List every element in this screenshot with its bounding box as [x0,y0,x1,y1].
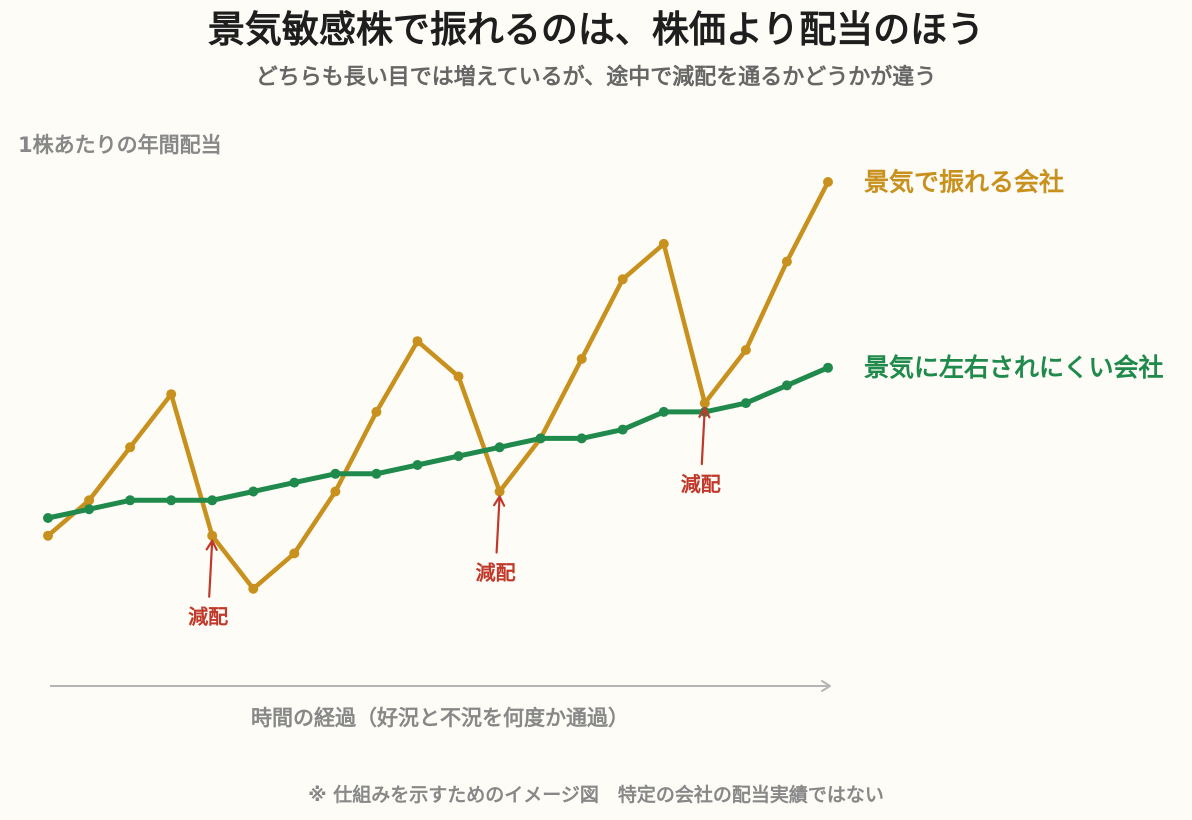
cyclical-data-point [371,406,382,417]
dividend-cut-arrow-head [205,539,218,552]
stable-data-point [371,468,382,479]
cyclical-series-label: 景気で振れる会社 [864,168,1064,197]
series-layer [43,177,833,594]
stable-data-point [207,495,218,506]
stable-data-point [535,433,546,444]
dividend-cut-label: 減配 [681,472,721,496]
stable-data-point [658,406,669,417]
stable-data-point [412,460,423,470]
cyclical-data-point [781,256,792,267]
dividend-cut-arrow-head [493,495,506,507]
dividend-cut-arrow-shaft [700,407,706,466]
stable-data-point [617,424,628,435]
cyclical-data-point [207,530,218,541]
dividend-cut-arrow-shaft [208,539,214,598]
stable-data-point [781,380,792,391]
cyclical-data-point [576,353,587,364]
stable-data-point [166,495,177,506]
annotation-arrows [205,407,711,598]
y-axis-label: 1株あたりの年間配当 [18,133,222,157]
cyclical-data-point [823,177,833,187]
stable-data-point [84,504,95,515]
cyclical-data-point [740,345,751,355]
cyclical-data-point [617,274,628,285]
stable-data-point [125,495,136,506]
dividend-cut-arrow [493,495,506,554]
stable-data-point [740,398,751,409]
cyclical-series-line [45,179,831,591]
stable-series-label: 景気に左右されにくい会社 [864,353,1164,382]
x-axis-arrow [50,680,831,692]
cyclical-data-point [84,495,95,506]
cyclical-data-point [658,238,669,249]
stable-data-point [330,468,341,479]
stable-data-point [289,477,300,488]
chart-subtitle: どちらも長い目では増えているが、途中で減配を通るかどうかが違う [255,65,937,90]
cyclical-data-point [330,486,341,497]
dividend-cut-arrow [205,539,218,598]
dividend-cut-arrow [698,407,711,466]
cyclical-data-point [699,398,710,409]
stable-data-point [494,442,505,453]
footnote: ※ 仕組みを示すためのイメージ図 特定の会社の配当実績ではない [308,784,884,806]
stable-data-point [43,513,53,523]
stable-series [43,362,833,523]
dividend-cut-arrow-head [698,407,711,419]
stable-data-point [453,451,464,462]
annotation-layer: 減配 減配 減配 [188,407,721,629]
cyclical-series [43,177,833,594]
cyclical-data-point [453,371,464,382]
cyclical-data-point [166,389,177,400]
dividend-cut-label: 減配 [188,605,228,629]
stable-data-point [576,433,587,444]
cyclical-data-point [289,548,300,559]
cyclical-data-point [248,583,259,594]
x-axis-label: 時間の経過（好況と不況を何度か通過） [251,706,629,730]
stable-data-point [248,486,259,497]
dividend-cut-label: 減配 [476,561,516,585]
cyclical-data-point [412,336,423,347]
dividend-cut-arrow-shaft [495,495,501,554]
cyclical-data-point [43,530,53,541]
cyclical-data-point [125,442,136,453]
stable-series-line [45,365,831,521]
stable-data-point [823,362,833,373]
chart-title: 景気敏感株で振れるのは、株価より配当のほう [207,8,985,51]
cyclical-data-point [494,486,505,497]
